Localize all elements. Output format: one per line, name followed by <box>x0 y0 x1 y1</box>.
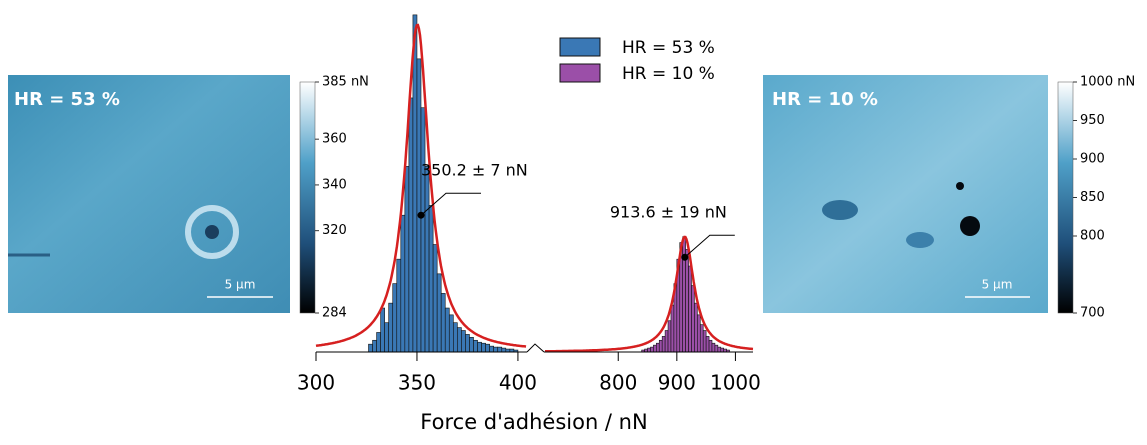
bar <box>448 314 454 353</box>
bar <box>656 342 660 353</box>
bar <box>661 336 666 353</box>
bar <box>444 307 450 353</box>
x-tick-label: 900 <box>658 371 696 395</box>
scale-bar-label: 5 µm <box>982 278 1013 292</box>
x-axis-label: Force d'adhésion / nN <box>420 410 647 434</box>
bar <box>408 97 414 353</box>
bar <box>697 314 701 353</box>
bar <box>685 249 689 353</box>
bar <box>699 324 704 353</box>
colorbar-tick-label: 850 <box>1080 190 1105 205</box>
annotation-leader <box>420 192 481 216</box>
bar <box>489 345 494 353</box>
bar <box>694 302 698 353</box>
bar <box>461 330 466 353</box>
bar <box>420 107 426 353</box>
colorbar-tick-label: 360 <box>322 132 347 147</box>
bar <box>497 346 503 353</box>
bar <box>702 330 707 353</box>
bar <box>714 344 719 353</box>
bar <box>481 342 486 353</box>
x-tick-label: 350 <box>398 371 436 395</box>
bar <box>477 341 482 353</box>
bar <box>647 347 651 353</box>
colorbar-tick-label: 385 nN <box>322 75 369 90</box>
bar <box>412 14 418 353</box>
legend-label: HR = 53 % <box>622 38 715 58</box>
legend-swatch <box>559 63 601 83</box>
bar <box>372 339 377 353</box>
legend-swatch <box>559 37 601 57</box>
bar <box>376 332 381 353</box>
image-label: HR = 53 % <box>14 89 120 110</box>
bar <box>650 346 654 353</box>
image-label: HR = 10 % <box>772 89 878 110</box>
bar <box>396 258 402 353</box>
bar <box>667 320 672 353</box>
bar <box>501 347 507 353</box>
bar <box>424 166 430 353</box>
annotation-text: 913.6 ± 19 nN <box>610 203 727 222</box>
bar <box>664 330 669 353</box>
bar <box>428 205 434 353</box>
colorbar <box>299 81 316 314</box>
bar <box>392 283 398 353</box>
bar <box>368 343 373 353</box>
x-tick-label: 1000 <box>710 371 761 395</box>
colorbar-tick-label: 1000 nN <box>1080 75 1135 90</box>
annotation-text: 350.2 ± 7 nN <box>421 161 528 180</box>
bar <box>720 347 725 353</box>
bar <box>473 339 478 353</box>
fit-curve <box>545 235 754 353</box>
colorbar <box>1057 81 1074 314</box>
bar <box>705 336 710 353</box>
fit-curve <box>315 23 527 348</box>
bar <box>404 166 410 353</box>
axis-break <box>526 343 545 353</box>
annotation-leader <box>684 234 735 258</box>
bar <box>653 344 657 353</box>
bar <box>436 273 442 353</box>
scale-bar-label: 5 µm <box>225 278 256 292</box>
colorbar-tick-label: 340 <box>322 177 347 192</box>
bar <box>384 322 389 353</box>
colorbar-tick-label: 700 <box>1080 306 1105 321</box>
colorbar-tick-label: 284 <box>322 306 347 321</box>
colorbar-tick-label: 800 <box>1080 229 1105 244</box>
bar <box>717 346 722 353</box>
bar <box>416 58 422 353</box>
bar <box>688 265 692 353</box>
x-tick-label: 400 <box>499 371 537 395</box>
colorbar-tick-label: 320 <box>322 223 347 238</box>
bar <box>457 327 462 353</box>
bar <box>440 293 446 353</box>
bar <box>658 339 663 353</box>
bar <box>691 285 695 353</box>
x-tick-label: 300 <box>297 371 335 395</box>
colorbar-tick-label: 950 <box>1080 113 1105 128</box>
bar <box>388 302 394 353</box>
bar <box>400 214 406 353</box>
bar <box>670 304 675 353</box>
bar <box>485 343 490 353</box>
legend-label: HR = 10 % <box>622 64 715 84</box>
bar <box>432 244 438 353</box>
bar <box>380 307 385 353</box>
bar <box>711 342 716 353</box>
bar <box>465 334 470 353</box>
bar <box>708 339 713 353</box>
bar <box>453 322 458 353</box>
x-tick-label: 800 <box>599 371 637 395</box>
afm-image-left: HR = 53 % 5 µm <box>8 75 290 313</box>
colorbar-tick-label: 900 <box>1080 152 1105 167</box>
afm-image-right: HR = 10 % 5 µm <box>763 75 1048 313</box>
bar <box>493 346 499 353</box>
bar <box>469 337 474 353</box>
